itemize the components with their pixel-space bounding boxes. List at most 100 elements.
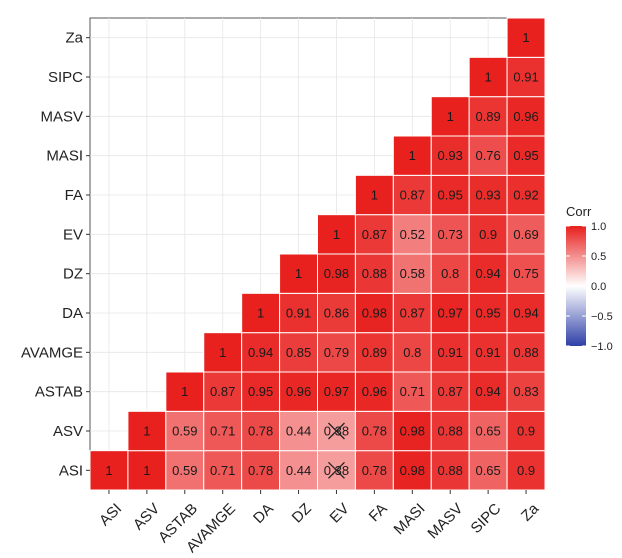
- heatmap-cell: [241, 371, 281, 412]
- heatmap-cell: [468, 174, 508, 216]
- cell-value-label: 1: [219, 345, 226, 360]
- heatmap-cell: [506, 332, 546, 373]
- cell-value-label: 0.9: [479, 227, 497, 242]
- heatmap-cell: [279, 332, 319, 373]
- heatmap-cell: [203, 410, 243, 452]
- cell-value-label: 0.73: [438, 227, 463, 242]
- y-tick-label: MASI: [46, 148, 83, 165]
- cell-value-label: 1: [181, 384, 188, 399]
- heatmap-cell: [506, 56, 546, 98]
- cell-value-label: 0.96: [513, 109, 538, 124]
- heatmap-cell: [392, 174, 432, 216]
- x-tick-label: SIPC: [468, 500, 505, 537]
- heatmap-cell: [165, 371, 205, 412]
- heatmap-cell: [89, 450, 129, 491]
- heatmap-cell: [279, 410, 319, 452]
- cell-value-label: 0.98: [324, 266, 349, 281]
- cell-value-label: 0.76: [475, 148, 500, 163]
- heatmap-cell: [506, 17, 546, 58]
- cell-value-label: 0.65: [475, 424, 500, 439]
- heatmap-cell: [317, 332, 356, 373]
- cell-value-label: 0.85: [286, 345, 311, 360]
- heatmap-cell: [165, 450, 205, 491]
- x-tick-label: ASV: [130, 500, 163, 533]
- x-tick-label: Za: [518, 500, 543, 525]
- y-tick-label: AVAMGE: [21, 344, 83, 361]
- y-tick-label: ASV: [53, 423, 83, 440]
- cell-value-label: 0.44: [286, 424, 311, 439]
- cell-value-label: 0.87: [400, 188, 425, 203]
- heatmap-cell: [506, 371, 546, 412]
- legend-ticks: 1.0 0.5 0.0 −0.5 −1.0: [566, 221, 613, 353]
- cell-value-label: 0.94: [513, 306, 538, 321]
- y-tick-label: DZ: [63, 266, 83, 283]
- cell-value-label: 0.75: [513, 266, 538, 281]
- cell-value-label: 0.78: [248, 424, 273, 439]
- cell-value-label: 0.91: [513, 70, 538, 85]
- heatmap-cell: [203, 371, 243, 412]
- cell-value-label: 0.91: [286, 306, 311, 321]
- heatmap-cell: [354, 174, 394, 216]
- heatmap-cell: [506, 135, 546, 176]
- heatmap-cell: [430, 253, 470, 294]
- cell-value-label: 0.89: [362, 345, 387, 360]
- cell-value-label: 1: [333, 227, 340, 242]
- cell-value-label: 0.96: [362, 384, 387, 399]
- heatmap-cell: [317, 371, 356, 412]
- cell-value-label: 1: [371, 188, 378, 203]
- cell-value-label: 0.94: [248, 345, 273, 360]
- cell-value-label: 0.96: [286, 384, 311, 399]
- heatmap-cell: [506, 96, 546, 137]
- heatmap-cell: [430, 96, 470, 137]
- legend-tick-label: 0.0: [591, 281, 606, 293]
- heatmap-cell: [430, 450, 470, 491]
- cell-value-label: 0.71: [400, 384, 425, 399]
- cell-value-label: 0.79: [324, 345, 349, 360]
- heatmap-cell: [468, 332, 508, 373]
- color-legend: Corr 1.0 0.5 0.0 −0.5 −1.0: [566, 204, 613, 353]
- cell-value-label: 0.95: [438, 188, 463, 203]
- heatmap-cell: [506, 450, 546, 491]
- heatmap-cell: [468, 214, 508, 255]
- x-tick-label: EV: [327, 500, 353, 526]
- cell-value-label: 0.94: [475, 266, 500, 281]
- cell-value-label: 1: [409, 148, 416, 163]
- cell-value-label: 1: [105, 463, 112, 478]
- cell-value-label: 0.91: [475, 345, 500, 360]
- cell-value-label: 1: [143, 463, 150, 478]
- y-tick-label: ASTAB: [35, 384, 83, 401]
- insignificant-cross-mark: [327, 461, 345, 479]
- heatmap-cell: [506, 214, 546, 255]
- cell-value-label: 0.93: [438, 148, 463, 163]
- cell-value-label: 0.94: [475, 384, 500, 399]
- heatmap-cell: [392, 135, 432, 176]
- cell-value-label: 0.65: [475, 463, 500, 478]
- cell-value-label: 0.97: [324, 384, 349, 399]
- heatmap-cell: [468, 96, 508, 137]
- heatmap-cell: [241, 292, 281, 334]
- heatmap-cells: 110.590.710.780.440.380.780.980.880.650.…: [89, 17, 546, 491]
- cell-value-label: 0.88: [362, 266, 387, 281]
- cell-value-label: 0.44: [286, 463, 311, 478]
- y-tick-label: Za: [65, 30, 83, 47]
- heatmap-cell: [392, 332, 432, 373]
- cell-value-label: 0.71: [210, 463, 235, 478]
- cell-value-label: 0.88: [438, 463, 463, 478]
- cell-value-label: 0.98: [400, 463, 425, 478]
- legend-tick-label: −1.0: [591, 341, 613, 353]
- cell-value-label: 0.9: [517, 463, 535, 478]
- cell-value-label: 0.97: [438, 306, 463, 321]
- y-tick-label: DA: [62, 305, 83, 322]
- heatmap-cell: [317, 253, 356, 294]
- cell-value-label: 0.8: [441, 266, 459, 281]
- cell-value-label: 0.83: [513, 384, 538, 399]
- cell-value-label: 0.78: [362, 424, 387, 439]
- heatmap-cell: [430, 214, 470, 255]
- y-tick-label: FA: [65, 187, 83, 204]
- heatmap-cell: [354, 450, 394, 491]
- cell-value-label: 1: [485, 70, 492, 85]
- cell-value-label: 0.78: [362, 463, 387, 478]
- heatmap-cell: [430, 332, 470, 373]
